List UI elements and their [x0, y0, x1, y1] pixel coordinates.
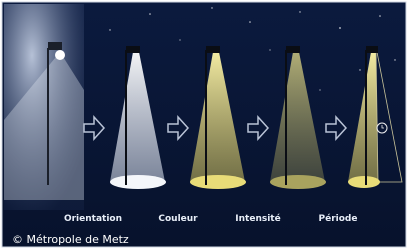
lamp-head	[48, 42, 62, 50]
lamp-light	[55, 50, 65, 60]
label: Période	[319, 213, 358, 224]
page: {"labels": ["Orientation", "Couleur", "I…	[0, 0, 408, 249]
credit: © Métropole de Metz	[12, 233, 129, 246]
label: Couleur	[158, 214, 198, 224]
label: Intensité	[235, 213, 280, 224]
label: Orientation	[64, 214, 122, 224]
infographic: Orientation Couleur Intensité Période © …	[0, 0, 408, 249]
